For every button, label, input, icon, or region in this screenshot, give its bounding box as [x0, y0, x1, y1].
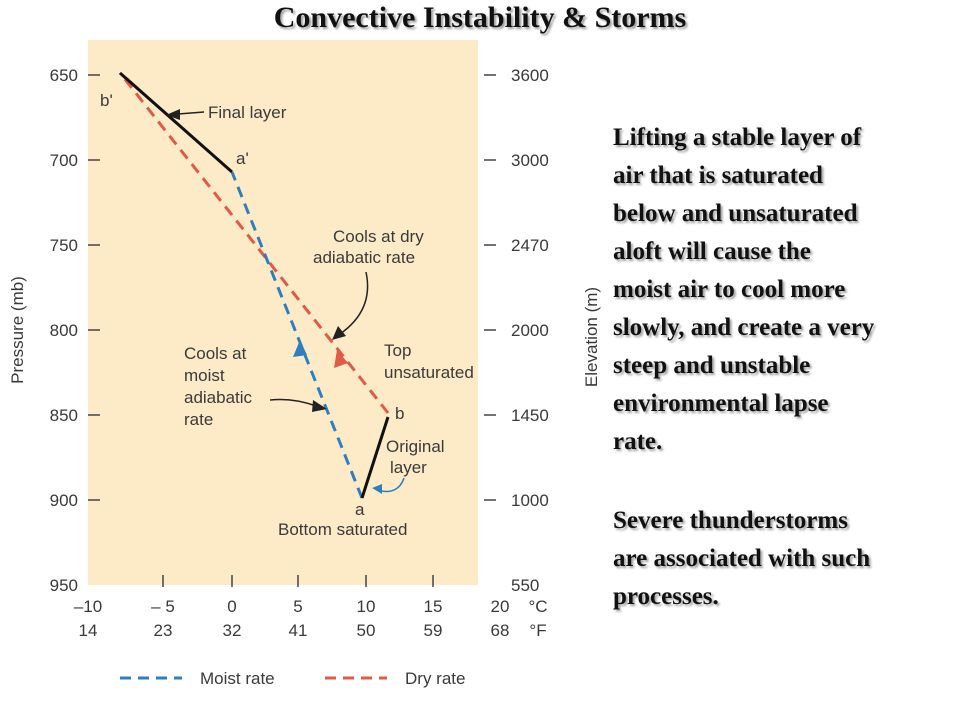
elevation-tick: 3600 [511, 66, 549, 85]
pressure-tick: 650 [50, 66, 78, 85]
legend-dry-label: Dry rate [405, 669, 465, 688]
final-layer-label: Final layer [208, 103, 287, 122]
bottom-saturated-label: Bottom saturated [278, 520, 407, 539]
paragraph-line: Severe thunderstorms [613, 507, 848, 534]
fahrenheit-tick: 32 [223, 621, 242, 640]
paragraph-line: below and unsaturated [613, 200, 858, 227]
original-layer-line2: layer [390, 458, 427, 477]
fahrenheit-tick: 41 [289, 621, 308, 640]
dry-rate-arrowhead [332, 326, 346, 340]
celsius-tick: 10 [357, 597, 376, 616]
final-layer-line [119, 71, 233, 174]
pressure-tick: 850 [50, 406, 78, 425]
fahrenheit-tick: 23 [154, 621, 173, 640]
pressure-tick: 950 [50, 576, 78, 595]
explanation-paragraph: Lifting a stable layer of air that is sa… [613, 119, 953, 461]
paragraph-line: are associated with such [613, 545, 871, 572]
paragraph-line: moist air to cool more [613, 276, 846, 303]
moist-rate-label-line1: Cools at [184, 344, 247, 363]
moist-adiabatic-line [230, 171, 364, 499]
diagram-panel [88, 40, 478, 585]
celsius-tick: – 5 [151, 597, 175, 616]
left-axis-ticks [88, 74, 100, 501]
pressure-tick: 800 [50, 321, 78, 340]
moist-rate-label-line3: adiabatic [184, 388, 253, 407]
elevation-tick: 1000 [511, 491, 549, 510]
dry-adiabatic-line [118, 72, 390, 414]
elevation-tick: 550 [511, 576, 539, 595]
moist-direction-arrow [293, 340, 307, 357]
pressure-tick: 750 [50, 236, 78, 255]
celsius-tick: 0 [227, 597, 236, 616]
elevation-tick: 1450 [511, 406, 549, 425]
paragraph-line: slowly, and create a very [613, 314, 875, 341]
fahrenheit-tick: 68 [491, 621, 510, 640]
point-a-prime-label: a' [236, 149, 249, 168]
legend-moist-label: Moist rate [200, 669, 275, 688]
moist-rate-label-line4: rate [184, 410, 213, 429]
point-a-label: a [355, 500, 365, 519]
paragraph-line: Lifting a stable layer of [613, 124, 862, 151]
fahrenheit-unit: °F [529, 621, 546, 640]
pressure-tick: 700 [50, 151, 78, 170]
moist-rate-label-line2: moist [184, 366, 225, 385]
paragraph-line: environmental lapse [613, 390, 829, 417]
fahrenheit-tick: 14 [79, 621, 98, 640]
fahrenheit-tick: 59 [424, 621, 443, 640]
celsius-tick: –10 [74, 597, 102, 616]
dry-rate-label-line2: adiabatic rate [313, 248, 415, 267]
celsius-unit: °C [528, 597, 547, 616]
final-layer-pointer [177, 111, 205, 115]
dry-direction-arrow [334, 350, 348, 368]
elevation-tick: 3000 [511, 151, 549, 170]
paragraph-line: steep and unstable [613, 352, 811, 379]
final-layer-arrowhead [166, 109, 180, 120]
original-layer-arrowhead [372, 484, 382, 494]
elevation-axis-title: Elevation (m) [582, 287, 601, 387]
paragraph-line: air that is saturated [613, 162, 823, 189]
dry-rate-label-line1: Cools at dry [333, 227, 424, 246]
paragraph-line: rate. [613, 428, 663, 455]
point-b-prime-label: b' [100, 91, 113, 110]
fahrenheit-tick: 50 [357, 621, 376, 640]
right-axis-ticks [484, 74, 496, 501]
storms-paragraph: Severe thunderstorms are associated with… [613, 502, 953, 616]
slide-title: Convective Instability & Storms [273, 1, 687, 34]
elevation-tick: 2000 [511, 321, 549, 340]
pressure-tick: 900 [50, 491, 78, 510]
original-layer-line1: Original [386, 437, 445, 456]
pressure-axis-title: Pressure (mb) [8, 276, 27, 384]
paragraph-line: aloft will cause the [613, 238, 811, 265]
dry-rate-pointer [339, 271, 369, 335]
celsius-tick: 5 [293, 597, 302, 616]
top-unsaturated-line2: unsaturated [384, 363, 474, 382]
bottom-axis-ticks [162, 575, 434, 587]
elevation-tick: 2470 [511, 236, 549, 255]
celsius-tick: 15 [424, 597, 443, 616]
celsius-tick: 20 [491, 597, 510, 616]
top-unsaturated-line1: Top [384, 341, 411, 360]
paragraph-line: processes. [613, 583, 719, 610]
moist-rate-arrowhead [312, 400, 327, 412]
point-b-label: b [395, 404, 404, 423]
original-layer-line [360, 416, 390, 499]
